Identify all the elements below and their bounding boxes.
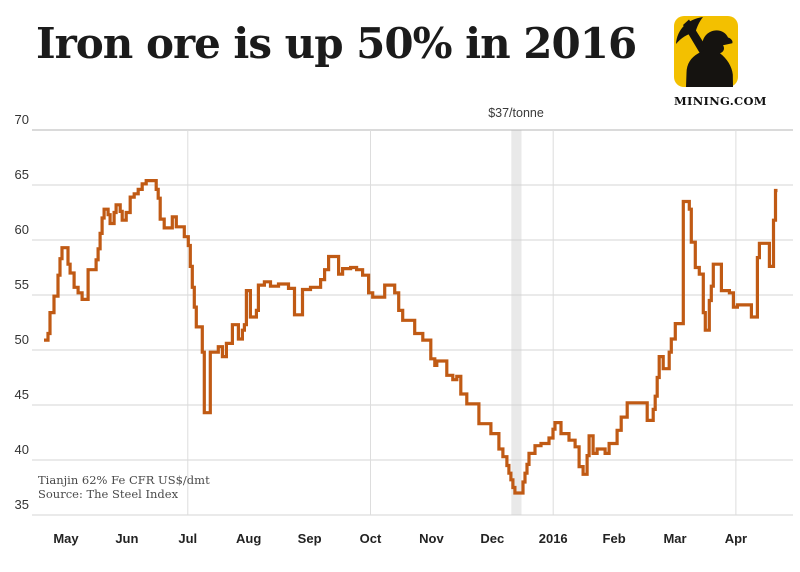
x-axis-label: Apr — [725, 531, 747, 546]
series-label: Tianjin 62% Fe CFR US$/dmt — [38, 473, 210, 487]
x-axis-label: Jul — [178, 531, 197, 546]
y-axis-label: 50 — [15, 332, 29, 347]
low-price-annotation: $37/tonne — [488, 106, 544, 120]
x-axis-label: Oct — [360, 531, 382, 546]
source-label: Source: The Steel Index — [38, 486, 179, 501]
mining-com-logo: MINING.COM — [674, 16, 767, 108]
miner-icon — [674, 16, 738, 87]
y-axis-label: 35 — [15, 497, 29, 512]
x-axis-label: Mar — [663, 531, 686, 546]
x-axis-label: Sep — [298, 531, 322, 546]
x-axis-label: Jun — [115, 531, 138, 546]
x-axis-label: Aug — [236, 531, 261, 546]
y-axis-label: 40 — [15, 442, 29, 457]
y-axis-label: 60 — [15, 222, 29, 237]
iron-ore-price-line — [44, 179, 778, 495]
page-title: Iron ore is up 50% in 2016 — [36, 19, 637, 68]
logo-caption: MINING.COM — [674, 94, 767, 108]
y-axis-label: 55 — [15, 277, 29, 292]
y-axis-label: 70 — [15, 112, 29, 127]
x-axis-label: Dec — [480, 531, 504, 546]
y-axis-label: 65 — [15, 167, 29, 182]
x-axis-label: Nov — [419, 531, 444, 546]
source-note: Tianjin 62% Fe CFR US$/dmt Source: The S… — [38, 473, 210, 501]
x-axis-label: May — [53, 531, 79, 546]
low-week-band — [511, 130, 522, 515]
y-axis-label: 45 — [15, 387, 29, 402]
x-axis-label: 2016 — [539, 531, 568, 546]
x-axis-label: Feb — [603, 531, 626, 546]
